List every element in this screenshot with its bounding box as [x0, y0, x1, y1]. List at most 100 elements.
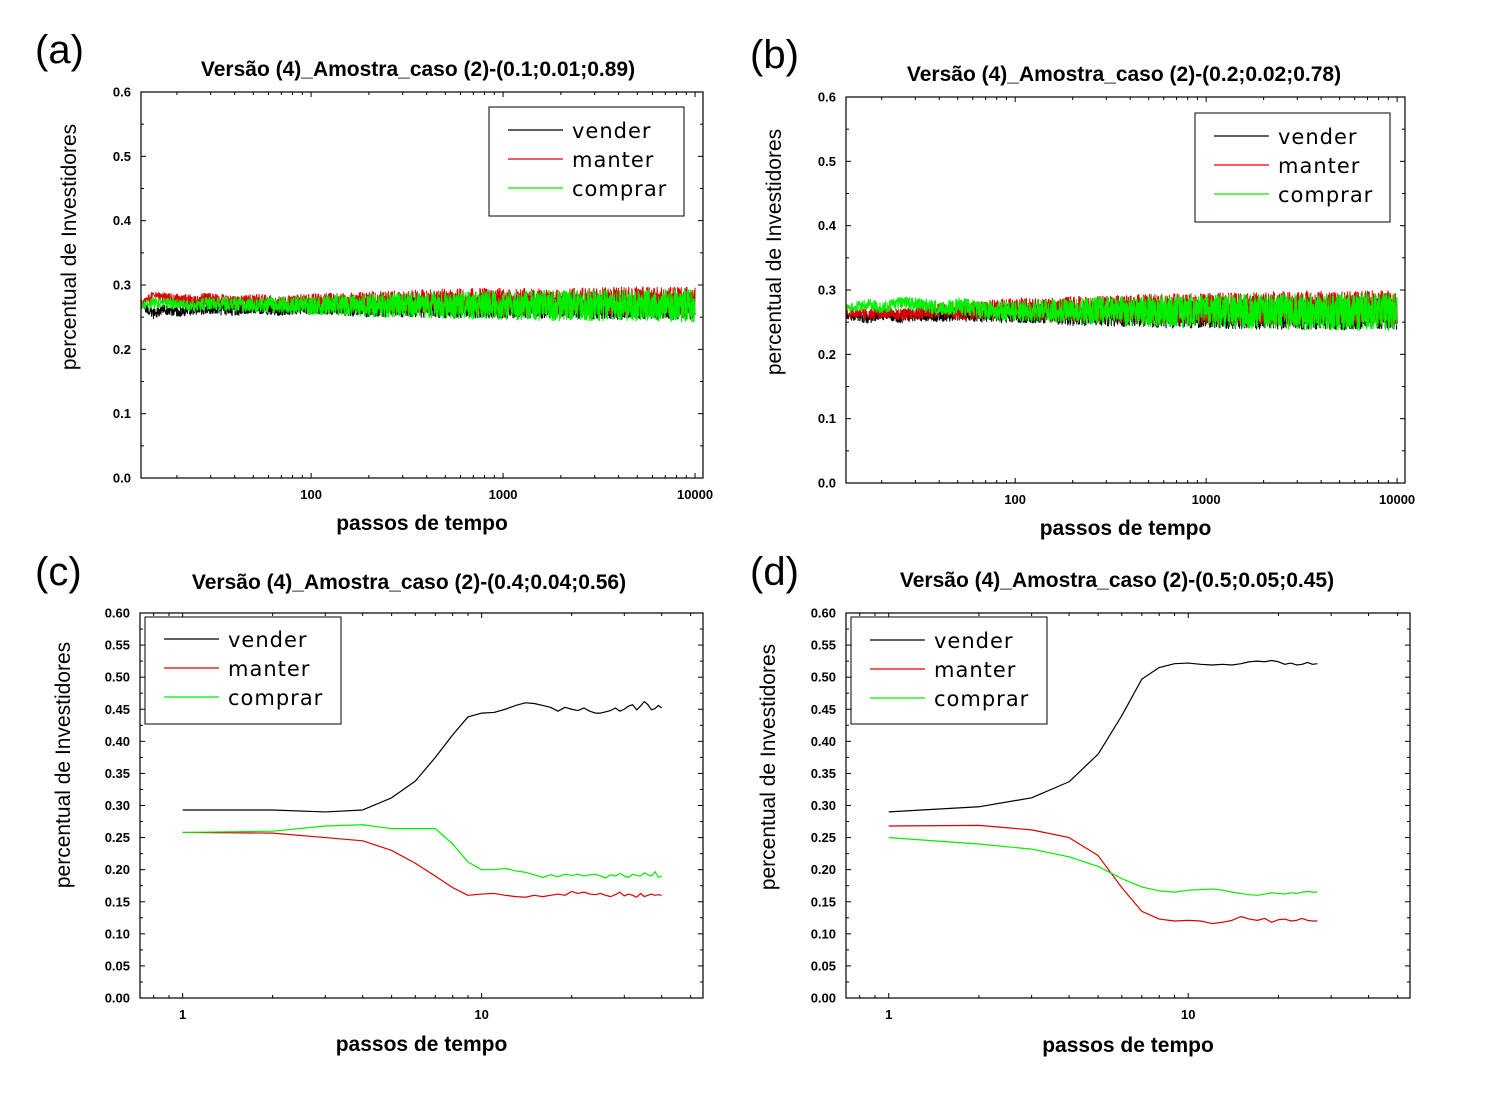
legend-label-manter: manter [1278, 154, 1360, 178]
y-axis-label: percentual de Investidores [52, 642, 75, 888]
y-tick-label: 0.50 [105, 670, 130, 685]
y-tick-label: 0.40 [811, 734, 836, 749]
x-tick-label: 1000 [489, 487, 518, 502]
series-group [846, 290, 1398, 331]
y-tick-label: 0.55 [105, 638, 130, 653]
y-tick-label: 0.40 [105, 734, 130, 749]
y-tick-label: 0.3 [818, 283, 836, 298]
series-line-vender [182, 700, 663, 813]
y-tick-label: 0.4 [818, 218, 837, 233]
y-tick-label: 0.2 [113, 342, 131, 357]
chart-panel-d: (d) Versão (4)_Amostra_caso (2)-(0.5;0.05… [750, 550, 1411, 1057]
x-axis-label: passos de tempo [336, 512, 508, 535]
x-tick-label: 10 [1181, 1007, 1195, 1022]
y-axis-label: percentual de Investidores [757, 644, 780, 890]
x-tick-label: 100 [1004, 492, 1026, 507]
y-tick-label: 0.1 [113, 406, 131, 421]
y-tick-label: 0.35 [811, 766, 836, 781]
series-line-manter [888, 824, 1318, 925]
x-axis-label: passos de tempo [1042, 1034, 1214, 1057]
legend-label-manter: manter [934, 658, 1016, 682]
legend: vender manter comprar [850, 616, 1048, 725]
chart-panel-a: (a) Versão (4)_Amostra_caso (2)-(0.1;0.01… [35, 28, 713, 535]
y-axis-label: percentual de Investidores [58, 124, 81, 370]
x-tick-label: 1 [179, 1007, 186, 1022]
series-line-comprar [888, 836, 1318, 896]
y-tick-label: 0.15 [105, 894, 130, 909]
panel-letter: (b) [750, 33, 799, 77]
y-tick-label: 0.05 [811, 958, 836, 973]
chart-title: Versão (4)_Amostra_caso (2)-(0.5;0.05;0.… [900, 569, 1334, 592]
y-tick-label: 0.1 [818, 411, 836, 426]
y-tick-label: 0.60 [105, 606, 130, 621]
y-tick-label: 0.30 [105, 798, 130, 813]
y-tick-label: 0.55 [811, 638, 836, 653]
legend-label-manter: manter [228, 657, 310, 681]
y-tick-label: 0.3 [113, 278, 131, 293]
x-tick-label: 100 [300, 487, 322, 502]
legend-box [488, 106, 685, 217]
legend-label-vender: vender [228, 628, 308, 652]
y-tick-label: 0.10 [105, 926, 130, 941]
y-tick-label: 0.45 [105, 702, 130, 717]
series-line-manter [182, 831, 662, 898]
x-tick-label: 10 [474, 1007, 488, 1022]
y-tick-label: 0.20 [105, 862, 130, 877]
legend: vender manter comprar [488, 106, 685, 217]
legend-box [144, 616, 342, 725]
legend-label-vender: vender [572, 119, 652, 143]
series-line-vender [888, 659, 1318, 813]
legend-label-comprar: comprar [1278, 183, 1373, 207]
legend-box [850, 616, 1048, 725]
legend: vender manter comprar [144, 616, 342, 725]
series-group [182, 700, 663, 898]
x-tick-label: 1 [885, 1007, 892, 1022]
legend-label-comprar: comprar [934, 687, 1029, 711]
y-tick-label: 0.00 [105, 991, 130, 1006]
y-tick-label: 0.6 [113, 85, 131, 100]
y-tick-label: 0.5 [818, 154, 836, 169]
x-tick-label: 10000 [1379, 492, 1415, 507]
series-line-comprar [846, 292, 1398, 331]
x-axis-label: passos de tempo [1040, 517, 1212, 540]
y-tick-label: 0.6 [818, 90, 836, 105]
y-tick-label: 0.0 [113, 471, 131, 486]
y-tick-label: 0.25 [811, 830, 836, 845]
chart-panel-b: (b) Versão (4)_Amostra_caso (2)-(0.2;0.02… [750, 33, 1415, 540]
y-axis-label: percentual de Investidores [763, 129, 786, 375]
panel-letter: (c) [35, 550, 82, 594]
panel-letter: (a) [35, 28, 84, 72]
y-tick-label: 0.50 [811, 670, 836, 685]
series-group [888, 659, 1318, 925]
legend-box [1194, 112, 1391, 223]
x-axis-label: passos de tempo [336, 1033, 508, 1056]
series-line-comprar [141, 289, 696, 323]
y-tick-label: 0.05 [105, 958, 130, 973]
y-tick-label: 0.0 [818, 476, 836, 491]
series-line-comprar [182, 824, 662, 879]
chart-panel-c: (c) Versão (4)_Amostra_caso (2)-(0.4;0.04… [35, 550, 704, 1056]
chart-title: Versão (4)_Amostra_caso (2)-(0.2;0.02;0.… [907, 63, 1341, 86]
y-tick-label: 0.15 [811, 894, 836, 909]
legend-label-comprar: comprar [572, 177, 667, 201]
panel-letter: (d) [750, 550, 799, 594]
legend-label-comprar: comprar [228, 686, 323, 710]
y-tick-label: 0.35 [105, 766, 130, 781]
y-tick-label: 0.60 [811, 606, 836, 621]
legend: vender manter comprar [1194, 112, 1391, 223]
legend-label-manter: manter [572, 148, 654, 172]
y-tick-label: 0.30 [811, 798, 836, 813]
chart-title: Versão (4)_Amostra_caso (2)-(0.1;0.01;0.… [201, 58, 635, 81]
y-tick-label: 0.4 [113, 213, 132, 228]
y-tick-label: 0.25 [105, 830, 130, 845]
x-tick-label: 1000 [1192, 492, 1221, 507]
y-tick-label: 0.5 [113, 149, 131, 164]
y-tick-label: 0.10 [811, 926, 836, 941]
legend-label-vender: vender [1278, 125, 1358, 149]
legend-label-vender: vender [934, 629, 1014, 653]
y-tick-label: 0.45 [811, 702, 836, 717]
x-tick-label: 10000 [677, 487, 713, 502]
chart-title: Versão (4)_Amostra_caso (2)-(0.4;0.04;0.… [192, 571, 626, 594]
series-group [141, 286, 696, 323]
